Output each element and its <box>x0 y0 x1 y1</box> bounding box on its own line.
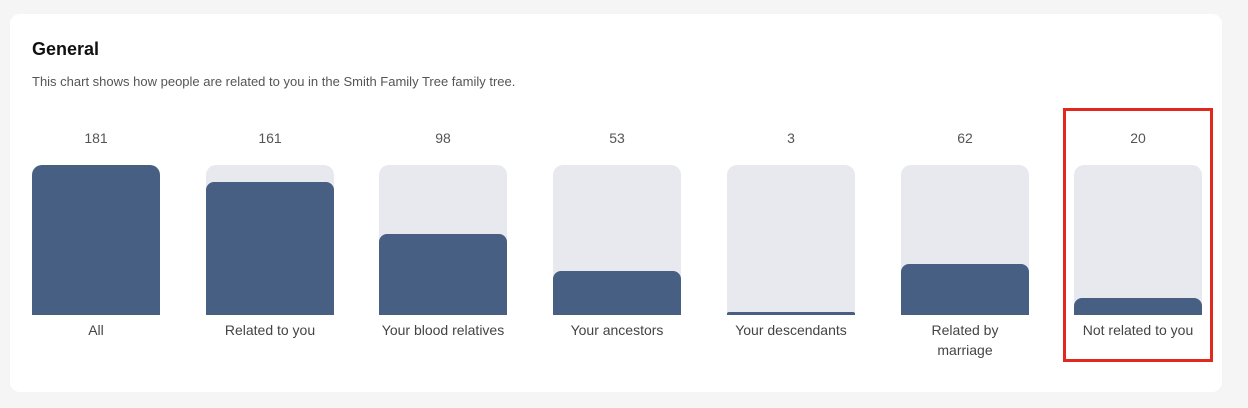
bar-value-label: 98 <box>435 130 451 146</box>
bar-column: 62 Related by marriage <box>901 14 1029 392</box>
card-title: General <box>32 39 100 59</box>
bar-category-label: Related to you <box>224 322 316 338</box>
bar-track <box>1074 165 1202 315</box>
bar-category-label: Your descendants <box>735 322 847 338</box>
bar-column: 3 Your descendants <box>727 14 855 392</box>
bar-column: 53 Your ancestors <box>553 14 681 392</box>
relation-bar-chart: 181 All 161 Related to you 98 Your blood rela… <box>10 14 1222 392</box>
bar-value-label: 161 <box>258 130 282 146</box>
highlight-box <box>1063 108 1213 362</box>
bar-value-label: 53 <box>609 130 625 146</box>
general-stats-card: General This chart shows how people are … <box>10 14 1222 392</box>
bar <box>206 182 334 315</box>
bar-track <box>206 165 334 315</box>
bar-value-label: 181 <box>84 130 108 146</box>
bar-value-label: 20 <box>1130 130 1146 146</box>
bar-category-label: Not related to you <box>1082 322 1194 338</box>
bar-column: 181 All <box>32 14 160 392</box>
bar <box>1074 298 1202 315</box>
bar <box>379 234 507 315</box>
bar-column: 98 Your blood relatives <box>379 14 507 392</box>
bar-category-label: Related by marriage <box>931 322 999 358</box>
bar-track <box>727 165 855 315</box>
bar-track <box>553 165 681 315</box>
bar-category-label: All <box>88 322 104 338</box>
bar <box>901 264 1029 315</box>
bar-value-label: 3 <box>787 130 795 146</box>
bar <box>727 312 855 315</box>
bar <box>553 271 681 315</box>
bar-track <box>379 165 507 315</box>
bar-value-label: 62 <box>957 130 973 146</box>
bar-track <box>32 165 160 315</box>
bar-column: 161 Related to you <box>206 14 334 392</box>
bar-column: 20 Not related to you <box>1074 14 1202 392</box>
bar-category-label: Your blood relatives <box>381 322 505 338</box>
bar-track <box>901 165 1029 315</box>
bar <box>32 165 160 315</box>
bar-category-label: Your ancestors <box>570 322 664 338</box>
card-subtitle: This chart shows how people are related … <box>32 74 516 89</box>
